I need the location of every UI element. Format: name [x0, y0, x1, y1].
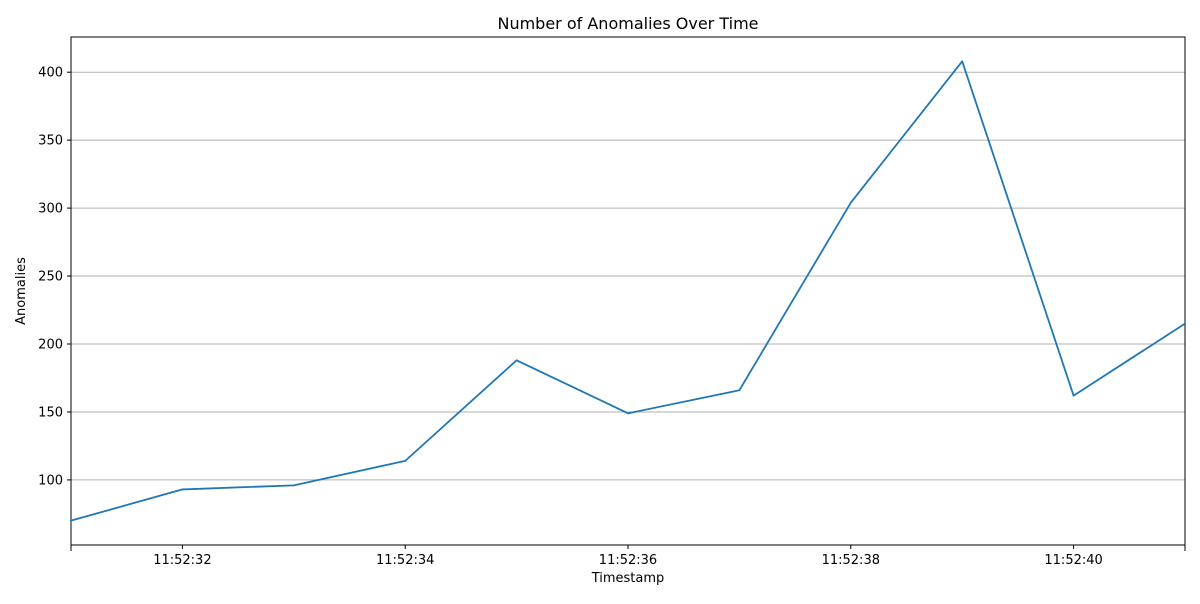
data-point-0-9 [1072, 394, 1075, 397]
series-layer [70, 60, 1186, 522]
data-point-0-7 [849, 201, 852, 204]
data-point-0-10 [1184, 322, 1186, 325]
y-axis-label: Anomalies [14, 257, 29, 325]
data-point-0-8 [961, 60, 964, 63]
data-point-0-2 [292, 484, 295, 487]
y-tick-label-4: 300 [38, 202, 63, 217]
data-point-0-0 [70, 519, 72, 522]
data-point-0-1 [181, 488, 184, 491]
data-point-0-4 [515, 359, 518, 362]
data-point-0-5 [627, 412, 629, 415]
chart-title: Number of Anomalies Over Time [497, 14, 758, 33]
x-tick-label-3: 11:52:34 [376, 553, 434, 568]
data-point-0-6 [738, 389, 741, 392]
tick-labels: 100 150 200 250 300 350 400 11:52:32 11:52:34 11:… [38, 66, 1186, 568]
x-tick-label-9: 11:52:40 [1044, 553, 1102, 568]
y-tick-label-6: 400 [38, 66, 63, 81]
y-tick-label-2: 200 [38, 338, 63, 353]
x-axis-label: Timestamp [591, 571, 665, 586]
data-point-0-3 [404, 459, 407, 462]
x-tick-label-7: 11:52:38 [822, 553, 880, 568]
x-tick-label-1: 11:52:32 [153, 553, 211, 568]
y-tick-label-5: 350 [38, 134, 63, 149]
y-tick-label-1: 150 [38, 405, 63, 420]
x-tick-label-5: 11:52:36 [599, 553, 657, 568]
y-tick-label-3: 250 [38, 270, 63, 285]
grid-lines [71, 71, 1185, 481]
y-tick-label-0: 100 [38, 473, 63, 488]
